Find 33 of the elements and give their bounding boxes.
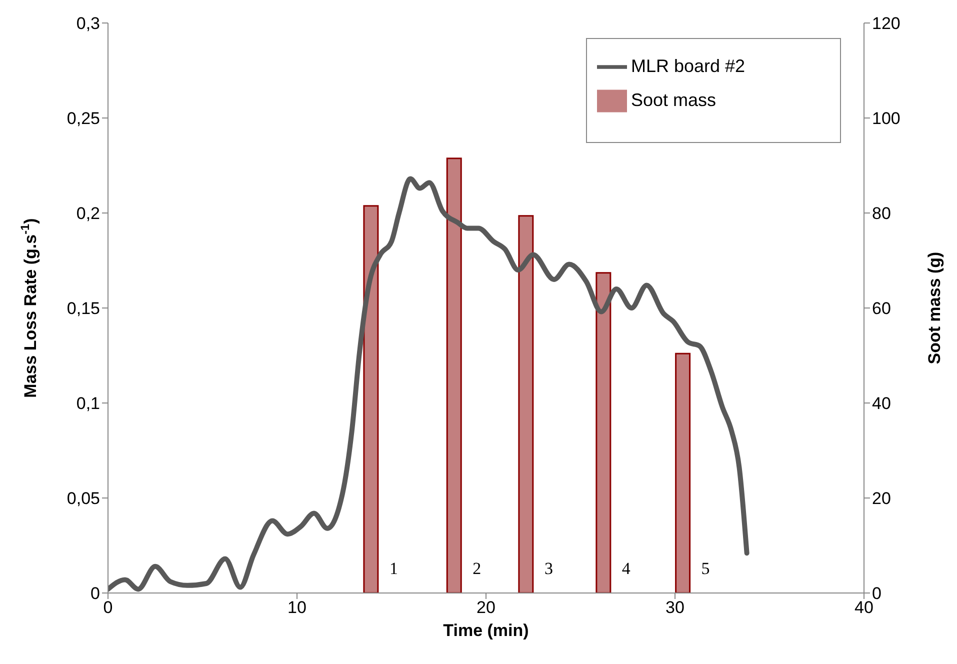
legend-label: Soot mass — [631, 90, 716, 110]
annotation: 4 — [622, 559, 631, 578]
bar — [596, 272, 612, 593]
y-tick-label: 0,15 — [66, 299, 100, 318]
x-tick-label: 40 — [854, 598, 874, 618]
annotation: 3 — [544, 559, 553, 578]
y-tick-label: 0,1 — [76, 394, 100, 414]
bar — [363, 205, 379, 593]
y-tick-label: 0,2 — [76, 204, 100, 224]
x-tick-label: 30 — [666, 598, 684, 618]
bar — [675, 352, 691, 593]
y2-tick-label: 100 — [872, 109, 900, 128]
y2-axis-title: Soot mass (g) — [925, 252, 944, 364]
y2-tick-label: 80 — [872, 204, 891, 224]
y2-tick-label: 20 — [872, 489, 891, 508]
y2-tick-label: 40 — [872, 394, 891, 414]
x-tick-label: 20 — [476, 598, 496, 618]
y2-tick-label: 60 — [872, 299, 891, 318]
bar — [446, 158, 462, 593]
y-tick-label: 0,3 — [76, 14, 100, 34]
y-tick-label: 0,05 — [66, 489, 100, 508]
bar — [518, 215, 534, 593]
annotation: 5 — [701, 559, 710, 578]
x-tick-label: 10 — [288, 598, 306, 618]
x-axis-title: Time (min) — [443, 621, 529, 640]
annotation: 1 — [389, 559, 398, 578]
y-tick-label: 0 — [90, 584, 100, 604]
y-tick-label: 0,25 — [66, 109, 100, 128]
x-tick-label: 0 — [103, 598, 113, 618]
y2-tick-label: 0 — [872, 584, 882, 604]
y2-tick-label: 120 — [872, 14, 900, 34]
legend-label: MLR board #2 — [631, 56, 746, 76]
annotation: 2 — [472, 559, 482, 578]
